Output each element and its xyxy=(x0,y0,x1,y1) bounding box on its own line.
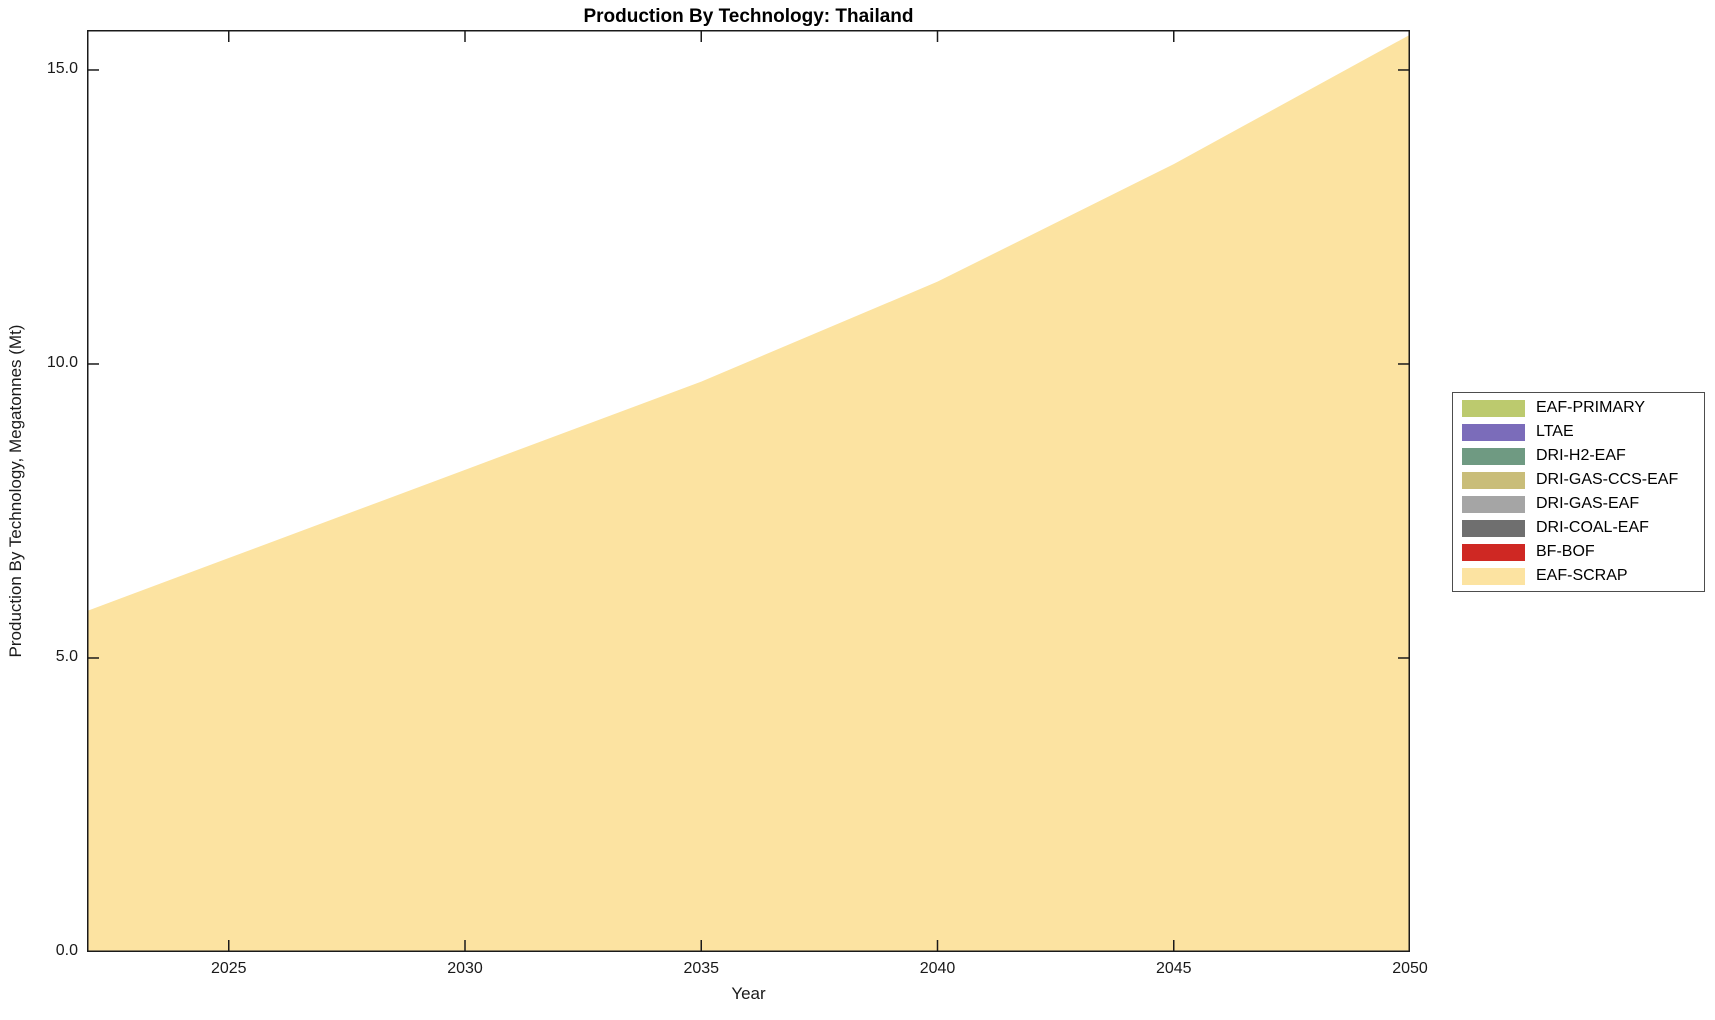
legend-item-eaf-scrap: EAF-SCRAP xyxy=(1453,564,1704,588)
legend-label: EAF-SCRAP xyxy=(1536,567,1628,584)
y-axis-label: Production By Technology, Megatonnes (Mt… xyxy=(6,324,25,658)
legend-label: DRI-GAS-EAF xyxy=(1536,495,1640,512)
legend-swatch xyxy=(1462,447,1525,465)
legend-label: LTAE xyxy=(1536,423,1574,440)
legend-label: DRI-GAS-CCS-EAF xyxy=(1536,471,1679,488)
legend-label: EAF-PRIMARY xyxy=(1536,399,1646,416)
x-axis-label: Year xyxy=(731,984,766,1003)
legend-item-ltae: LTAE xyxy=(1453,420,1704,444)
x-tick-label: 2045 xyxy=(1155,960,1192,977)
legend-label: DRI-COAL-EAF xyxy=(1536,519,1649,536)
y-tick-label: 0.0 xyxy=(55,942,78,959)
legend-swatch xyxy=(1462,471,1525,489)
x-tick-label: 2035 xyxy=(683,960,720,977)
y-tick-label: 15.0 xyxy=(46,59,78,77)
legend-item-bf-bof: BF-BOF xyxy=(1453,540,1704,564)
chart-title: Production By Technology: Thailand xyxy=(583,6,914,27)
x-tick-label: 2040 xyxy=(919,960,956,977)
legend-item-dri-gas-ccs-eaf: DRI-GAS-CCS-EAF xyxy=(1453,468,1704,492)
legend-swatch xyxy=(1462,495,1525,513)
y-tick-label: 5.0 xyxy=(55,647,78,665)
x-tick-label: 2050 xyxy=(1392,960,1428,977)
x-tick-label: 2025 xyxy=(210,960,247,977)
legend-item-dri-h2-eaf: DRI-H2-EAF xyxy=(1453,444,1704,468)
plot-area xyxy=(87,30,1410,952)
legend-label: BF-BOF xyxy=(1536,543,1595,560)
legend-item-eaf-primary: EAF-PRIMARY xyxy=(1453,396,1704,420)
legend-item-dri-gas-eaf: DRI-GAS-EAF xyxy=(1453,492,1704,516)
legend-swatch xyxy=(1462,543,1525,561)
legend-swatch xyxy=(1462,519,1525,537)
legend-label: DRI-H2-EAF xyxy=(1536,447,1626,464)
legend-swatch xyxy=(1462,567,1525,585)
legend: EAF-PRIMARY LTAE DRI-H2-EAF DRI-GAS-CCS-EAF… xyxy=(1452,392,1705,592)
x-tick-label: 2030 xyxy=(447,960,483,977)
legend-swatch xyxy=(1462,423,1525,441)
y-tick-label: 10.0 xyxy=(46,353,78,371)
area-eaf-scrap xyxy=(87,34,1410,952)
legend-swatch xyxy=(1462,399,1525,417)
legend-item-dri-coal-eaf: DRI-COAL-EAF xyxy=(1453,516,1704,540)
